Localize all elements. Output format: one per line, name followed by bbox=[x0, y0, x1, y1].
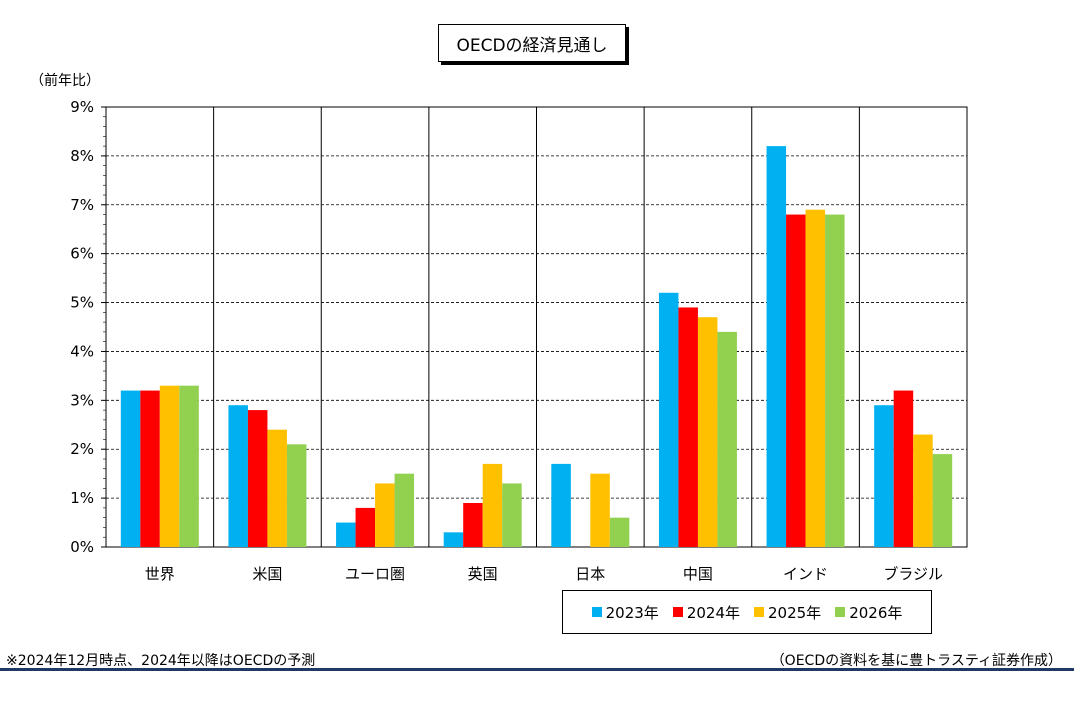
bar-2025年-米国 bbox=[267, 429, 287, 547]
y-axis-unit-label: （前年比） bbox=[30, 73, 100, 89]
legend-item-2026: 2026年 bbox=[835, 602, 902, 623]
legend-swatch-2026 bbox=[835, 607, 846, 617]
bar-2023年-中国 bbox=[658, 292, 679, 547]
legend-item-2025: 2025年 bbox=[754, 602, 821, 623]
source-note: （OECDの資料を基に豊トラスティ証券作成） bbox=[770, 653, 1062, 669]
legend-label-2024: 2024年 bbox=[686, 603, 740, 622]
bar-2026年-日本 bbox=[609, 517, 630, 547]
y-tick-label: 4% bbox=[70, 342, 94, 360]
bar-2026年-米国 bbox=[286, 444, 307, 547]
bar-2025年-日本 bbox=[590, 473, 610, 547]
legend-label-2023: 2023年 bbox=[605, 603, 659, 622]
bar-2024年-中国 bbox=[678, 307, 698, 547]
x-tick-label: ユーロ圏 bbox=[345, 565, 405, 583]
y-tick-label: 3% bbox=[70, 391, 94, 409]
y-tick-label: 9% bbox=[70, 98, 94, 116]
bar-2025年-世界 bbox=[159, 385, 180, 547]
x-tick-label: 世界 bbox=[145, 565, 175, 583]
y-tick-label: 2% bbox=[70, 440, 94, 458]
y-tick-label: 5% bbox=[70, 294, 94, 312]
bar-2023年-ユーロ圏 bbox=[336, 522, 356, 547]
legend-swatch-2023 bbox=[591, 607, 602, 617]
bar-2025年-ブラジル bbox=[913, 434, 933, 547]
y-tick-label: 7% bbox=[70, 196, 94, 214]
y-tick-label: 0% bbox=[70, 538, 94, 556]
bar-2023年-インド bbox=[766, 146, 787, 547]
bar-2025年-英国 bbox=[482, 463, 503, 547]
axis-layer: 0% 1% 2% 3% 4% 5% 6% 7% 8% 9% 世界 米国 ユーロ圏 英国 日本 中国 インド ブラジ… bbox=[70, 98, 943, 583]
bar-2024年-ユーロ圏 bbox=[355, 507, 376, 547]
bar-2023年-米国 bbox=[228, 405, 248, 547]
x-tick-label: ブラジル bbox=[883, 565, 943, 583]
bottom-rule bbox=[0, 668, 1074, 671]
bar-2026年-ユーロ圏 bbox=[394, 473, 415, 547]
bar-2026年-インド bbox=[825, 214, 845, 548]
bar-2023年-英国 bbox=[443, 532, 464, 547]
legend-label-2026: 2026年 bbox=[849, 603, 903, 622]
y-tick-label: 6% bbox=[70, 245, 94, 263]
legend-item-2024: 2024年 bbox=[672, 602, 740, 623]
legend-item-2023: 2023年 bbox=[591, 602, 659, 623]
bar-2024年-世界 bbox=[140, 390, 160, 547]
bar-2026年-英国 bbox=[502, 483, 522, 547]
bar-2024年-英国 bbox=[463, 503, 483, 547]
bar-2025年-インド bbox=[805, 209, 826, 547]
bar-2024年-ブラジル bbox=[893, 390, 914, 547]
bar-2023年-世界 bbox=[120, 390, 141, 547]
bar-2024年-米国 bbox=[247, 410, 268, 547]
y-tick-label: 1% bbox=[70, 489, 94, 507]
x-tick-label: 中国 bbox=[683, 565, 713, 583]
bar-2023年-ブラジル bbox=[874, 405, 894, 547]
x-tick-label: インド bbox=[783, 565, 828, 583]
legend-label-2025: 2025年 bbox=[768, 603, 822, 622]
bar-2025年-ユーロ圏 bbox=[375, 483, 395, 547]
bars-layer bbox=[120, 146, 953, 548]
x-tick-label: 日本 bbox=[575, 565, 605, 583]
bar-2025年-中国 bbox=[697, 317, 718, 547]
legend-swatch-2024 bbox=[672, 607, 683, 617]
y-tick-label: 8% bbox=[70, 147, 94, 165]
chart-title: OECDの経済見通し bbox=[438, 24, 626, 62]
bar-2023年-日本 bbox=[551, 463, 571, 547]
x-tick-label: 米国 bbox=[252, 565, 282, 583]
bar-2026年-中国 bbox=[717, 331, 737, 547]
legend-swatch-2025 bbox=[754, 607, 764, 617]
x-tick-label: 英国 bbox=[468, 565, 498, 583]
bar-2026年-世界 bbox=[179, 385, 199, 547]
bar-2024年-インド bbox=[786, 214, 806, 548]
footnote: ※2024年12月時点、2024年以降はOECDの予測 bbox=[6, 653, 316, 669]
chart-legend: 2023年 2024年 2025年 2026年 bbox=[562, 590, 932, 634]
bar-2026年-ブラジル bbox=[932, 454, 953, 547]
